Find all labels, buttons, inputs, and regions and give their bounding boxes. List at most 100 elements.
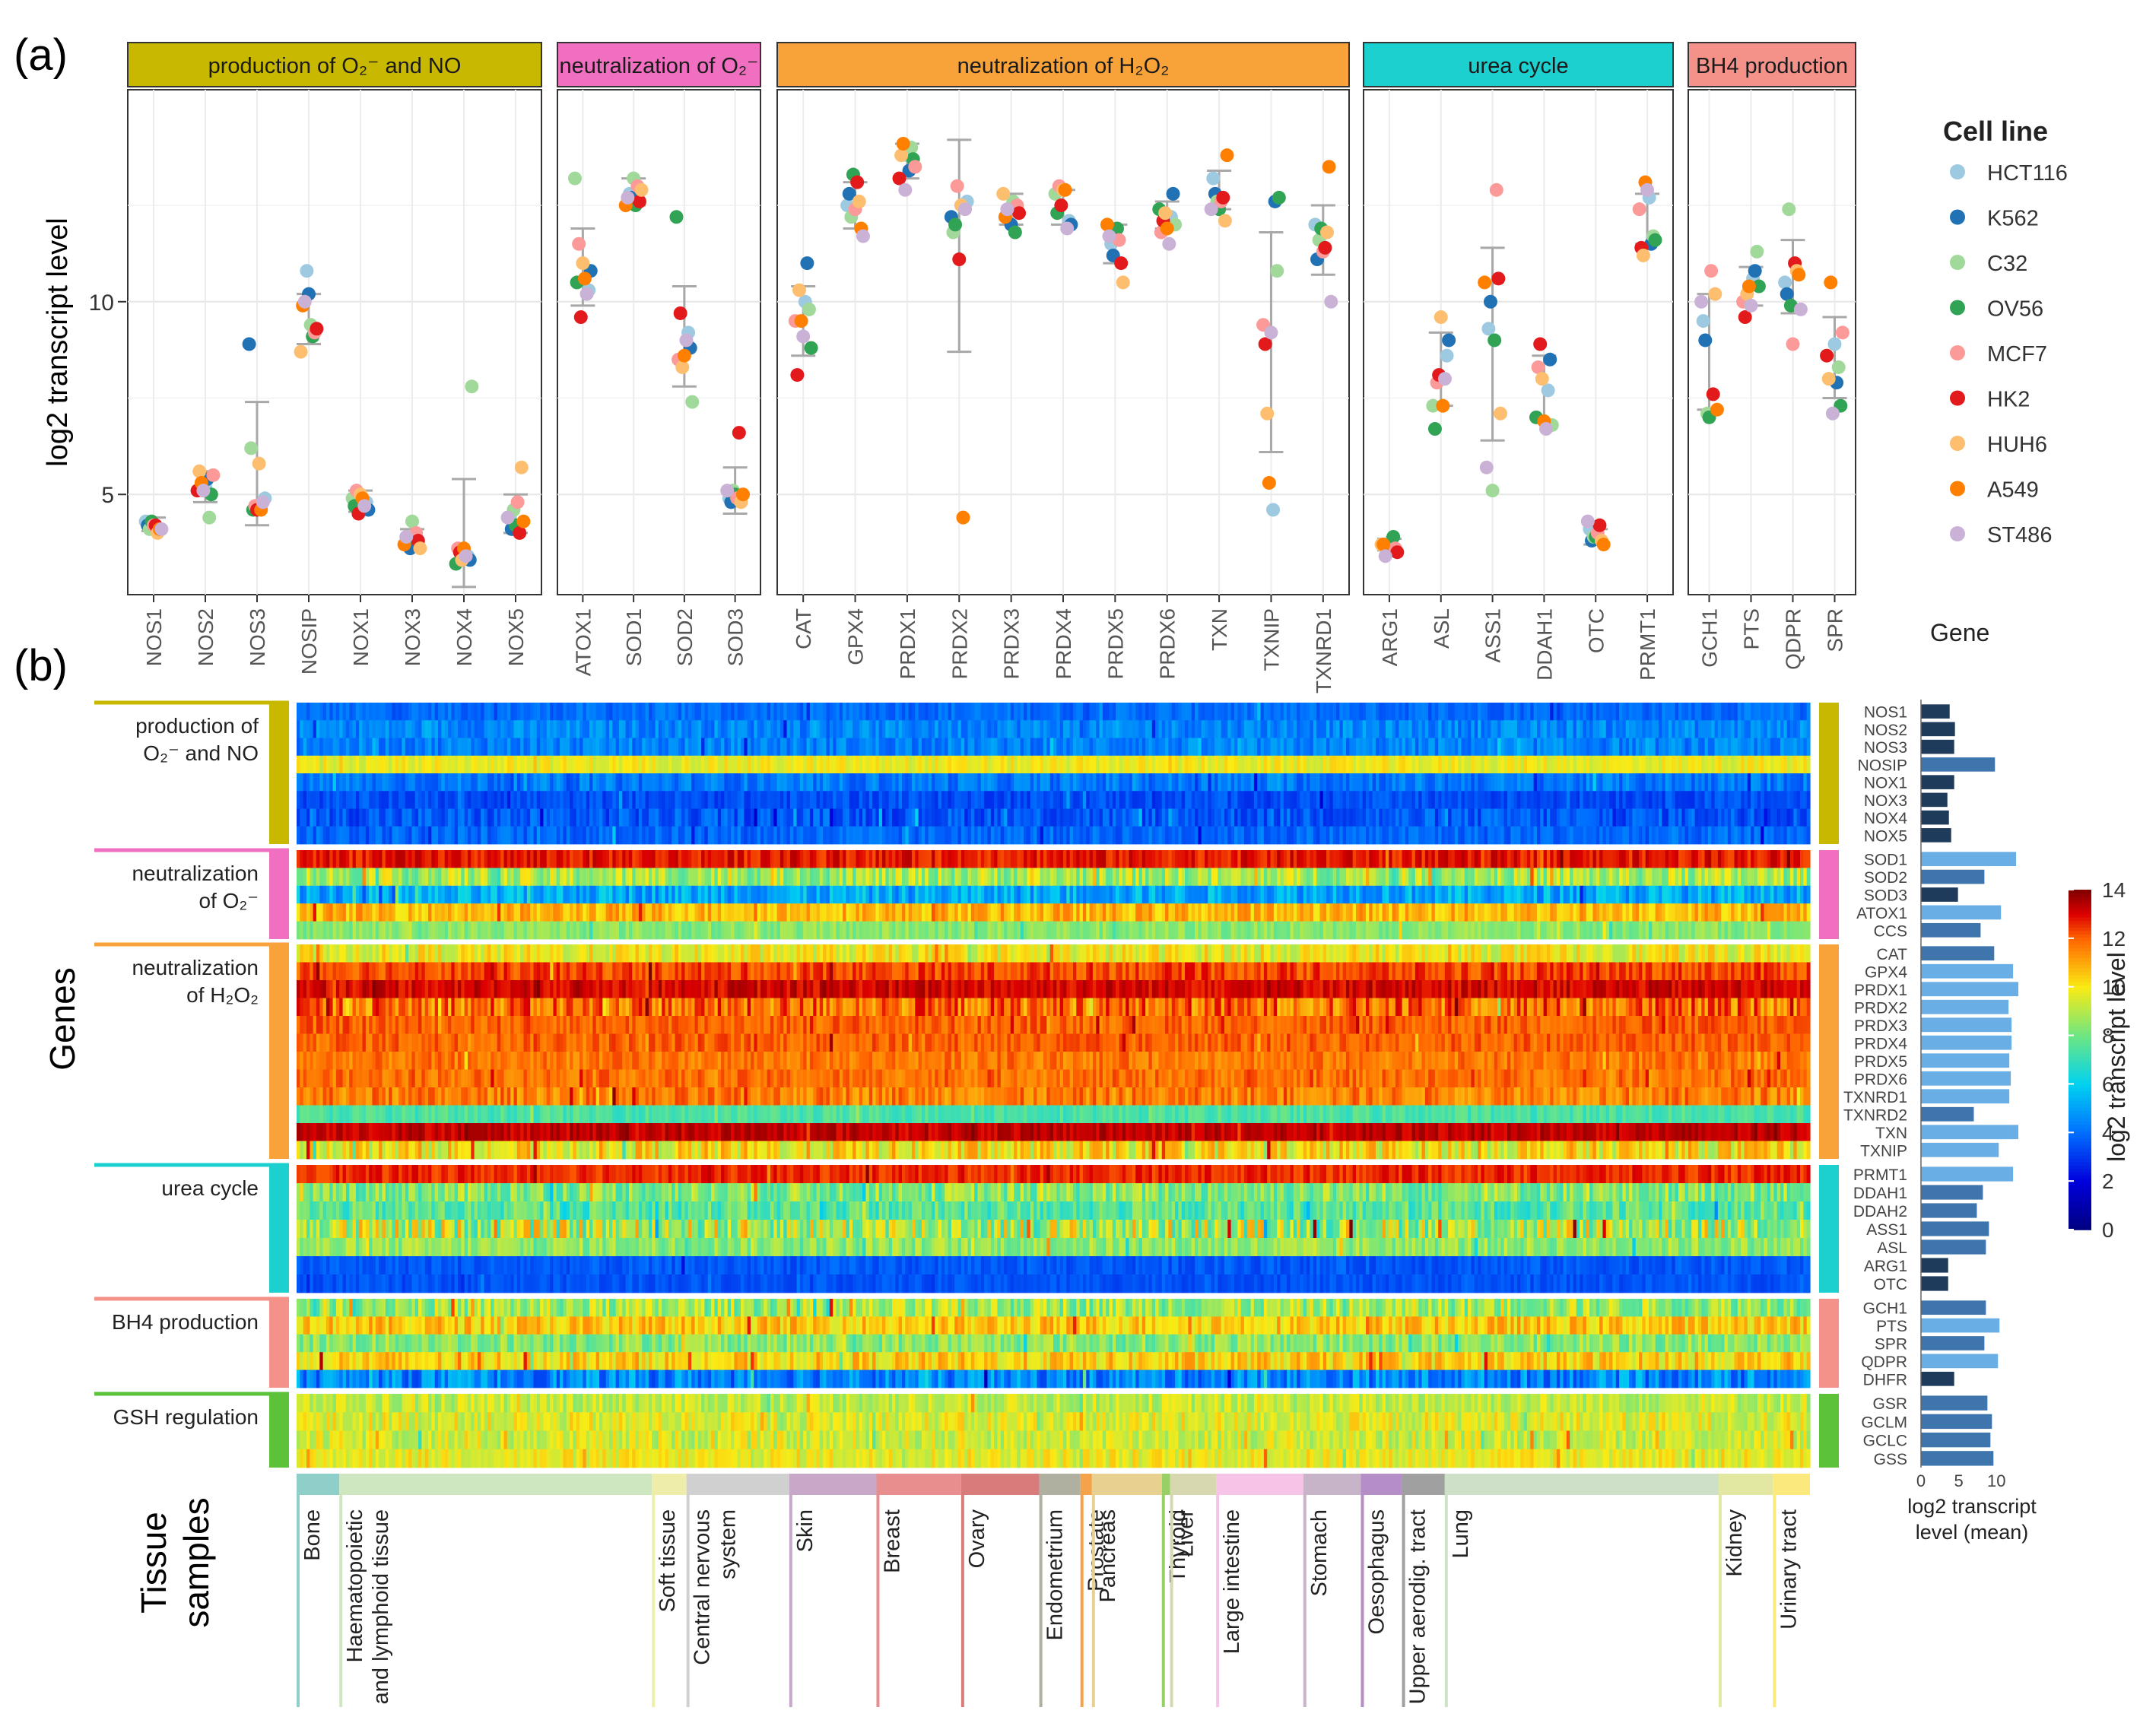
heatmap-cell <box>1761 720 1764 738</box>
heatmap-cell <box>1294 773 1297 792</box>
heatmap-cell <box>1606 738 1610 757</box>
heatmap-cell <box>1718 703 1722 721</box>
heatmap-cell <box>757 850 761 868</box>
heatmap-cell <box>468 738 471 757</box>
heatmap-cell <box>1046 703 1050 721</box>
heatmap-cell <box>813 868 817 886</box>
heatmap-cell <box>856 720 859 738</box>
heatmap-cell <box>1198 756 1202 774</box>
heatmap-cell <box>1319 773 1323 792</box>
heatmap-cell <box>694 868 698 886</box>
heatmap-cell <box>1757 738 1761 757</box>
heatmap-cell <box>1527 756 1531 774</box>
heatmap-cell <box>652 791 656 809</box>
heatmap-cell <box>1224 738 1228 757</box>
heatmap-cell <box>974 868 978 886</box>
heatmap-cell <box>583 773 586 792</box>
heatmap-cell <box>1602 809 1606 827</box>
heatmap-cell <box>619 827 623 845</box>
heatmap-cell <box>1050 738 1054 757</box>
heatmap-cell <box>987 773 991 792</box>
point-txn-st486 <box>1205 202 1218 216</box>
heatmap-cell <box>1346 827 1350 845</box>
heatmap-cell <box>1254 791 1258 809</box>
group-bar-right <box>1819 703 1839 844</box>
heatmap-cell <box>425 850 429 868</box>
heatmap-cell <box>1281 738 1284 757</box>
heatmap-cell <box>701 827 705 845</box>
heatmap-cell <box>1076 703 1080 721</box>
heatmap-cell <box>1695 738 1699 757</box>
heatmap-cell <box>570 738 573 757</box>
heatmap-cell <box>392 720 395 738</box>
heatmap-cell <box>984 720 988 738</box>
heatmap-cell <box>1310 703 1313 721</box>
heatmap-cell <box>734 720 738 738</box>
heatmap-cell <box>1652 756 1656 774</box>
heatmap-cell <box>514 791 518 809</box>
heatmap-cell <box>1359 850 1363 868</box>
heatmap-cell <box>475 827 478 845</box>
heatmap-cell <box>1162 809 1166 827</box>
heatmap-cell <box>1093 703 1097 721</box>
heatmap-cell <box>1297 773 1300 792</box>
heatmap-cell <box>672 756 675 774</box>
heatmap-cell <box>1675 827 1679 845</box>
heatmap-cell <box>547 703 551 721</box>
heatmap-cell <box>1198 850 1202 868</box>
heatmap-cell <box>1323 756 1327 774</box>
heatmap-cell <box>1507 791 1511 809</box>
heatmap-cell <box>1267 703 1271 721</box>
heatmap-cell <box>1274 756 1278 774</box>
heatmap-cell <box>1257 809 1261 827</box>
heatmap-cell <box>346 850 350 868</box>
heatmap-cell <box>711 850 715 868</box>
heatmap-cell <box>310 868 313 886</box>
point-spr-huh6 <box>1822 372 1836 386</box>
heatmap-cell <box>1175 703 1179 721</box>
heatmap-cell <box>694 738 698 757</box>
heatmap-cell <box>1514 773 1518 792</box>
heatmap-cell <box>386 827 389 845</box>
heatmap-cell <box>968 738 972 757</box>
heatmap-cell <box>1192 738 1195 757</box>
heatmap-cell <box>1043 791 1047 809</box>
heatmap-cell <box>435 703 439 721</box>
heatmap-cell <box>636 703 640 721</box>
heatmap-cell <box>576 703 580 721</box>
point-asl-k562 <box>1442 333 1456 347</box>
heatmap-cell <box>1698 703 1702 721</box>
heatmap-cell <box>767 773 771 792</box>
heatmap-cell <box>504 738 508 757</box>
heatmap-cell <box>1192 756 1195 774</box>
heatmap-cell <box>1619 791 1623 809</box>
heatmap-cell <box>704 868 708 886</box>
heatmap-cell <box>1405 738 1409 757</box>
heatmap-cell <box>1708 738 1712 757</box>
heatmap-cell <box>1234 850 1238 868</box>
heatmap-cell <box>1040 756 1044 774</box>
heatmap-cell <box>777 773 781 792</box>
heatmap-cell <box>567 850 570 868</box>
heatmap-cell <box>1589 720 1593 738</box>
point-ddah1-huh6 <box>1535 372 1549 386</box>
heatmap-cell <box>853 827 856 845</box>
heatmap-cell <box>1389 791 1392 809</box>
heatmap-cell <box>813 756 817 774</box>
heatmap-cell <box>1205 827 1208 845</box>
heatmap-cell <box>346 809 350 827</box>
heatmap-cell <box>902 720 906 738</box>
heatmap-cell <box>919 809 922 827</box>
heatmap-cell <box>849 756 853 774</box>
heatmap-cell <box>1754 827 1757 845</box>
heatmap-cell <box>313 850 317 868</box>
heatmap-cell <box>392 791 395 809</box>
heatmap-cell <box>1329 827 1333 845</box>
heatmap-cell <box>421 809 425 827</box>
heatmap-cell <box>1432 756 1436 774</box>
heatmap-cell <box>1787 738 1791 757</box>
heatmap-cell <box>395 703 399 721</box>
heatmap-cell <box>744 756 748 774</box>
heatmap-cell <box>336 850 340 868</box>
heatmap-cell <box>1287 720 1291 738</box>
